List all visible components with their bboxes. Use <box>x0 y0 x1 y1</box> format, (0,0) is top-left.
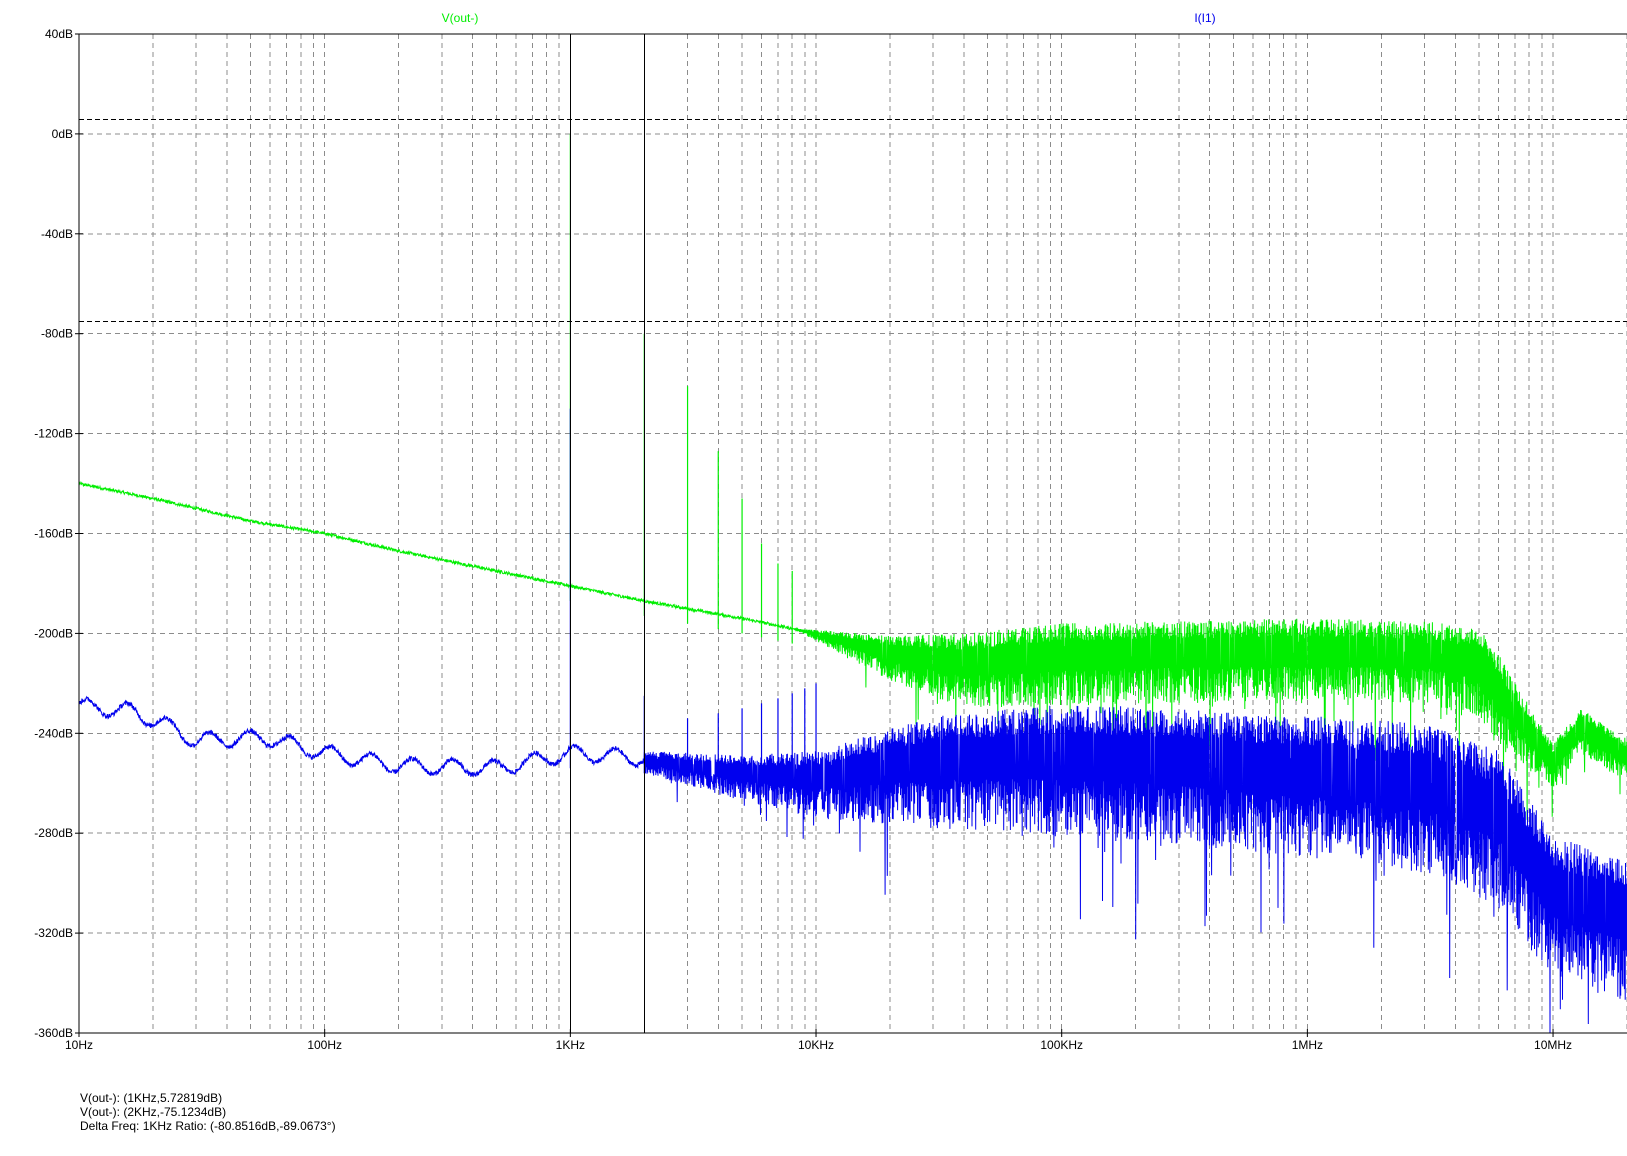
cursor-layer[interactable] <box>79 34 1627 1033</box>
y-tick-label: -360dB <box>34 1026 73 1040</box>
x-tick-label: 100KHz <box>1040 1038 1083 1052</box>
y-tick-label: -80dB <box>41 327 73 341</box>
cursor2-readout: V(out-): (2KHz,-75.1234dB) <box>80 1105 227 1119</box>
y-tick-label: 40dB <box>45 27 73 41</box>
legend-i-i1: I(I1) <box>1194 11 1215 25</box>
y-tick-label: -40dB <box>41 227 73 241</box>
delta-readout: Delta Freq: 1KHz Ratio: (-80.8516dB,-89.… <box>80 1119 336 1133</box>
grid <box>79 33 1627 1033</box>
x-tick-label: 1KHz <box>556 1038 585 1052</box>
y-tick-label: -200dB <box>34 626 73 640</box>
series-layer <box>78 133 1627 1034</box>
legend-v-out: V(out-) <box>442 11 479 25</box>
x-tick-label: 1MHz <box>1292 1038 1323 1052</box>
cursor1-readout: V(out-): (1KHz,5.72819dB) <box>80 1091 223 1105</box>
x-tick-label: 10KHz <box>798 1038 834 1052</box>
series-line-v-out <box>78 480 1627 820</box>
y-tick-label: -160dB <box>34 527 73 541</box>
x-tick-label: 10MHz <box>1534 1038 1572 1052</box>
y-tick-label: -280dB <box>34 826 73 840</box>
y-tick-label: 0dB <box>52 127 73 141</box>
y-tick-label: -120dB <box>34 427 73 441</box>
y-tick-label: -240dB <box>34 726 73 740</box>
series-line-i-i1 <box>78 695 1627 1034</box>
legend: V(out-) I(I1) <box>442 11 1216 25</box>
x-tick-label: 10Hz <box>65 1038 93 1052</box>
y-tick-label: -320dB <box>34 926 73 940</box>
axes: 40dB 0dB -40dB -80dB -120dB -160dB -200dB -240d… <box>34 27 1627 1052</box>
x-tick-label: 100Hz <box>307 1038 342 1052</box>
